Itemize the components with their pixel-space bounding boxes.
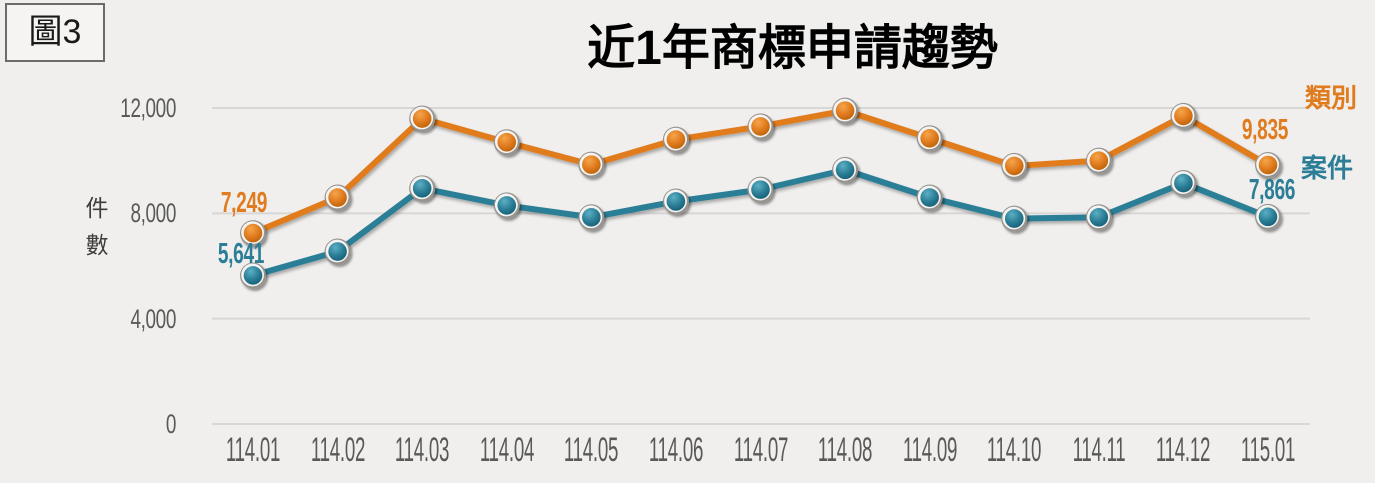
x-tick-label: 114.02 — [310, 431, 365, 469]
x-tick-label: 114.06 — [648, 431, 703, 469]
point-label-cases-first: 5,641 — [217, 238, 265, 270]
x-tick-label: 114.01 — [225, 431, 281, 469]
series-markers-0 — [240, 97, 1281, 247]
point-label-categories-first: 7,249 — [220, 187, 268, 219]
y-axis-title: 件數 — [82, 196, 108, 270]
y-tick-label: 4,000 — [130, 303, 176, 334]
x-tick-label: 114.04 — [479, 431, 534, 469]
x-tick-label: 114.05 — [564, 431, 619, 469]
point-label-categories-last: 9,835 — [1241, 114, 1289, 146]
x-tick-label: 114.11 — [1072, 431, 1126, 469]
x-tick-label: 114.07 — [733, 431, 788, 469]
legend-label-cases: 案件 — [1300, 153, 1353, 183]
x-tick-label: 114.12 — [1156, 431, 1211, 469]
y-tick-label: 8,000 — [130, 198, 176, 229]
point-label-cases-last: 7,866 — [1248, 174, 1296, 206]
x-tick-label: 114.09 — [902, 431, 957, 469]
x-tick-label: 114.10 — [987, 431, 1042, 469]
x-tick-label: 114.03 — [395, 431, 450, 469]
figure-tag-box: 圖3 — [5, 3, 105, 62]
y-tick-label: 12,000 — [120, 93, 176, 123]
x-tick-label: 114.08 — [817, 431, 873, 469]
chart-title: 近1年商標申請趨勢 — [587, 22, 998, 75]
x-tick-label: 115.01 — [1240, 431, 1296, 469]
series-markers-1 — [240, 156, 1281, 289]
legend-label-categories: 類別 — [1304, 83, 1357, 113]
y-tick-label: 0 — [165, 409, 177, 439]
figure-tag-label: 圖3 — [28, 13, 82, 51]
